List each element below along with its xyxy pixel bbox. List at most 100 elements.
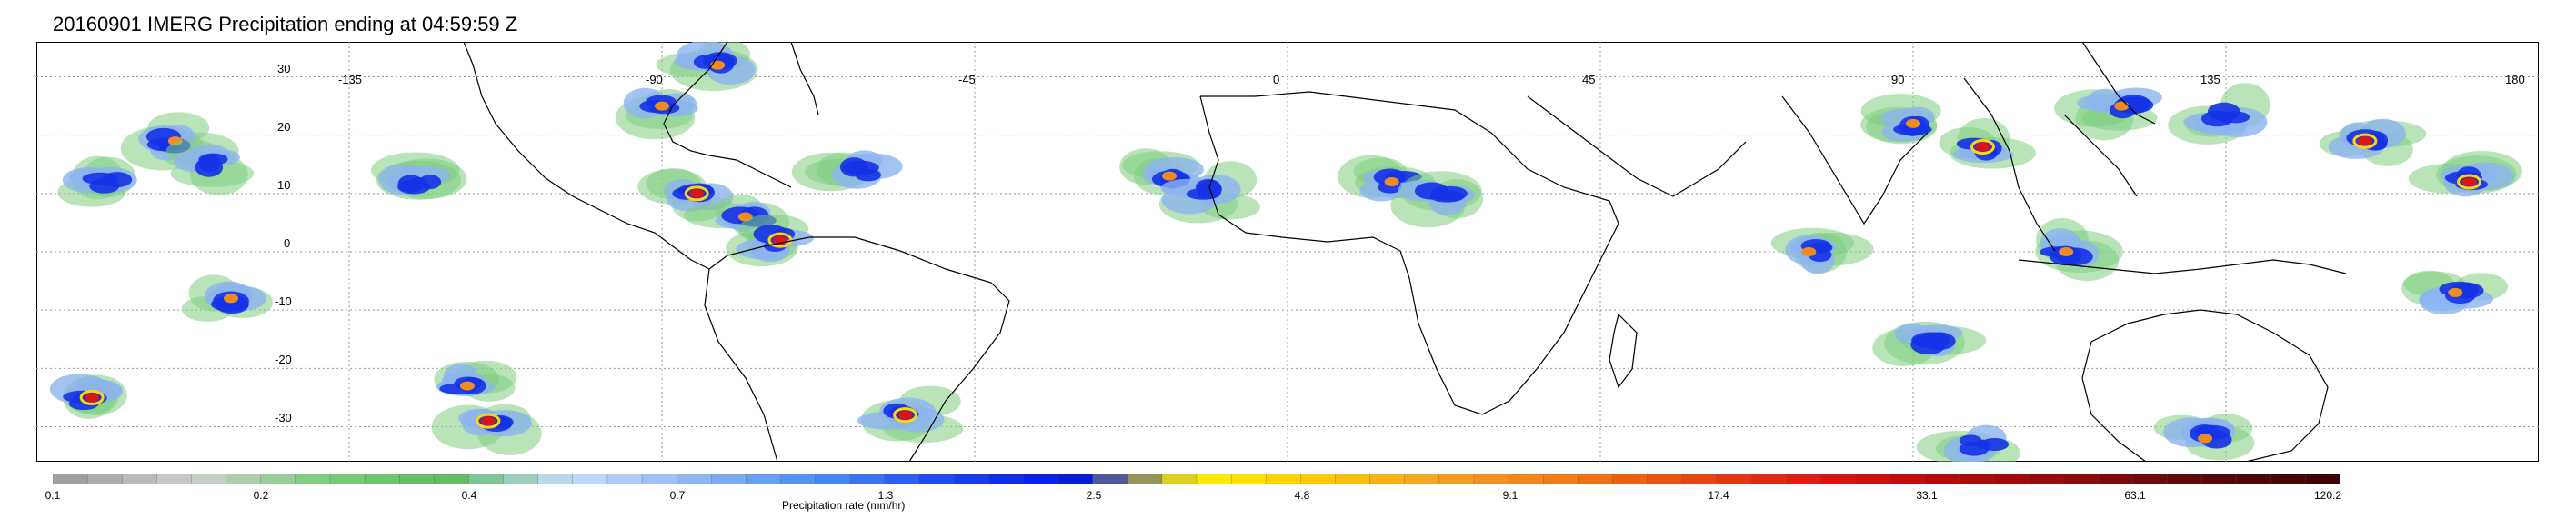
lat-label-0: 0 xyxy=(284,236,291,250)
colorbar-swatch xyxy=(364,474,400,484)
colorbar-swatch xyxy=(2098,474,2133,484)
precip-ring xyxy=(2352,133,2378,149)
precip-core xyxy=(1197,188,1212,198)
colorbar-swatch xyxy=(815,474,851,484)
precip-core xyxy=(2357,136,2372,146)
colorbar-tick-label: 0.7 xyxy=(669,489,686,502)
precip-ring xyxy=(767,232,793,248)
lat-label-10: 10 xyxy=(277,178,291,192)
precip-blob xyxy=(1910,334,1947,355)
precip-core xyxy=(85,393,100,403)
colorbar-swatch xyxy=(2201,474,2238,484)
colorbar-swatch xyxy=(918,474,955,484)
colorbar-swatch xyxy=(1612,474,1649,484)
coastlines xyxy=(463,42,2347,462)
colorbar-swatch xyxy=(468,474,505,484)
precip-core xyxy=(2219,113,2233,123)
colorbar-swatch xyxy=(746,474,782,484)
colorbar-swatch xyxy=(1473,474,1509,484)
colorbar-swatch xyxy=(1266,474,1302,484)
coastline-south-america xyxy=(704,236,1010,462)
colorbar-swatch xyxy=(1057,474,1094,484)
precip-core xyxy=(480,416,496,426)
precip-core xyxy=(411,177,426,186)
precip-core xyxy=(1801,247,1817,256)
map-canvas xyxy=(36,42,2539,462)
coastline-africa xyxy=(1199,91,1619,415)
lon-label-m90: -90 xyxy=(646,73,663,86)
colorbar-title: Precipitation rate (mm/hr) xyxy=(782,499,906,512)
colorbar-swatch xyxy=(122,474,158,484)
map-title: 20160901 IMERG Precipitation ending at 0… xyxy=(53,13,518,35)
colorbar-swatch xyxy=(1681,474,1718,484)
coastline-north-america xyxy=(463,42,710,270)
precip-ring xyxy=(684,185,709,202)
colorbar-swatch xyxy=(1993,474,2030,484)
lon-label-m45: -45 xyxy=(958,73,976,86)
precip-core xyxy=(1906,118,1920,128)
colorbar-swatch xyxy=(1127,474,1163,484)
colorbar-swatch xyxy=(606,474,643,484)
colorbar-swatch xyxy=(1855,474,1891,484)
colorbar-tick-label: 120.2 xyxy=(2313,489,2342,502)
lon-label-135: 135 xyxy=(2200,73,2220,86)
colorbar-swatch xyxy=(329,474,366,484)
colorbar-swatch xyxy=(1820,474,1856,484)
colorbar-swatch xyxy=(1578,474,1614,484)
colorbar-swatch xyxy=(1230,474,1267,484)
coastline-indonesia xyxy=(2018,259,2347,274)
lon-label-180: 180 xyxy=(2505,73,2525,86)
colorbar-swatch xyxy=(1335,474,1371,484)
colorbar-swatch xyxy=(988,474,1025,484)
colorbar-swatch xyxy=(1924,474,1960,484)
colorbar-swatch xyxy=(1750,474,1787,484)
colorbar-swatch xyxy=(2132,474,2169,484)
colorbar xyxy=(53,474,2340,484)
precip-ring xyxy=(79,389,105,405)
coastline-china-coast xyxy=(2081,42,2156,125)
precip-ring xyxy=(893,407,918,424)
colorbar-swatch xyxy=(86,474,123,484)
precip-core xyxy=(1433,188,1448,198)
coastline-india xyxy=(1781,95,1929,225)
colorbar-swatch xyxy=(884,474,920,484)
colorbar-swatch xyxy=(1092,474,1128,484)
colorbar-swatch xyxy=(2028,474,2064,484)
precip-ring xyxy=(1970,139,1995,155)
colorbar-swatch xyxy=(2305,474,2340,484)
colorbar-swatch xyxy=(954,474,989,484)
precip-core xyxy=(655,101,669,111)
colorbar-tick-label: 4.8 xyxy=(1294,489,1310,502)
colorbar-swatch xyxy=(537,474,574,484)
coastline-madagascar xyxy=(1609,313,1638,389)
colorbar-swatch xyxy=(191,474,227,484)
colorbar-swatch xyxy=(1369,474,1406,484)
colorbar-tick-label: 1.3 xyxy=(877,489,894,502)
precip-ring xyxy=(476,413,501,429)
precip-core xyxy=(98,177,114,186)
precip-core xyxy=(224,294,239,304)
colorbar-swatch xyxy=(1785,474,1821,484)
colorbar-swatch xyxy=(1161,474,1198,484)
colorbar-swatch xyxy=(1543,474,1579,484)
lat-label-m30: -30 xyxy=(275,411,292,424)
colorbar-tick-label: 2.5 xyxy=(1086,489,1102,502)
precip-core xyxy=(2448,287,2463,297)
colorbar-swatch xyxy=(2167,474,2203,484)
colorbar-swatch xyxy=(641,474,677,484)
lat-label-30: 30 xyxy=(277,62,291,75)
colorbar-swatch xyxy=(1023,474,1059,484)
colorbar-swatches xyxy=(53,474,2340,484)
precip-core xyxy=(1919,334,1935,344)
lat-label-20: 20 xyxy=(277,120,291,134)
colorbar-swatch xyxy=(1404,474,1440,484)
colorbar-swatch xyxy=(1300,474,1337,484)
precipitation-map: 30 20 10 0 -10 -20 -30 -135 -90 -45 0 45… xyxy=(36,42,2539,462)
coastline-florida xyxy=(790,42,819,115)
precip-core xyxy=(1384,177,1399,186)
colorbar-swatch xyxy=(1196,474,1232,484)
lon-label-90: 90 xyxy=(1891,73,1905,86)
colorbar-swatch xyxy=(295,474,331,484)
coastline-southeast-asia xyxy=(1963,77,2138,252)
lat-label-m20: -20 xyxy=(275,353,292,366)
